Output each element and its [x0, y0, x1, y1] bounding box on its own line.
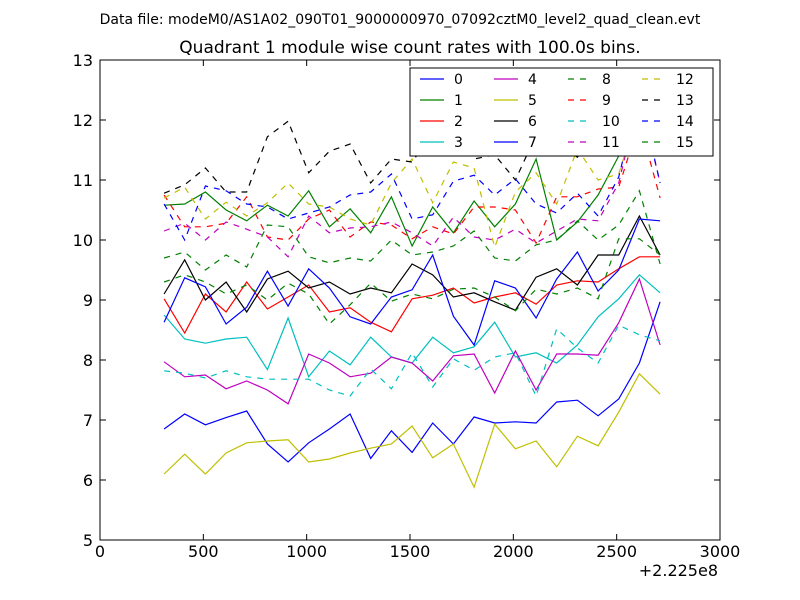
legend-label-4: 4	[528, 72, 537, 88]
series-line-10	[164, 324, 661, 398]
x-tick-label: 1500	[390, 542, 431, 561]
y-tick-label: 11	[73, 171, 93, 190]
series-line-14	[163, 92, 661, 242]
x-tick-label: 1000	[286, 542, 327, 561]
legend-label-8: 8	[602, 72, 611, 88]
series-line-11	[163, 95, 661, 258]
x-tick-label: 2000	[493, 542, 534, 561]
series-line-2	[163, 256, 661, 335]
series-line-15	[163, 238, 661, 325]
series-line-8	[163, 189, 661, 271]
y-tick-label: 10	[73, 231, 93, 250]
legend-label-2: 2	[454, 114, 463, 130]
legend-label-3: 3	[454, 135, 463, 151]
series-line-13	[163, 94, 661, 194]
series-line-7	[163, 218, 661, 347]
legend-box	[409, 67, 714, 157]
x-tick-label: 0	[95, 542, 105, 561]
legend-label-0: 0	[454, 72, 463, 88]
chart-title: Quadrant 1 module wise count rates with …	[179, 38, 640, 58]
y-tick-label: 8	[83, 351, 93, 370]
series-line-1	[164, 123, 661, 248]
series-line-9	[163, 119, 661, 245]
y-tick-label: 5	[83, 531, 93, 550]
series-line-0	[163, 301, 661, 463]
legend-label-12: 12	[676, 72, 694, 88]
legend-label-9: 9	[602, 93, 611, 109]
legend-label-15: 15	[676, 135, 694, 151]
legend-label-13: 13	[676, 93, 694, 109]
x-offset-label: +2.225e8	[639, 561, 718, 580]
y-tick-label: 7	[83, 411, 93, 430]
y-tick-label: 12	[73, 111, 93, 130]
x-tick-label: 3000	[700, 542, 741, 561]
figure-suptitle: Data file: modeM0/AS1A02_090T01_90000009…	[100, 12, 701, 28]
y-tick-label: 9	[83, 291, 93, 310]
x-tick-label: 500	[188, 542, 219, 561]
series-line-6	[163, 214, 661, 314]
series-layer	[163, 92, 661, 489]
legend-label-10: 10	[602, 114, 620, 130]
series-line-5	[163, 372, 661, 489]
legend-label-11: 11	[602, 135, 620, 151]
y-tick-label: 13	[73, 51, 93, 70]
series-line-4	[163, 277, 661, 405]
legend-label-7: 7	[528, 135, 537, 151]
legend-label-1: 1	[454, 93, 463, 109]
y-tick-label: 6	[83, 471, 93, 490]
x-tick-label: 2500	[596, 542, 637, 561]
legend-label-14: 14	[676, 114, 694, 130]
legend-label-5: 5	[528, 93, 537, 109]
legend-label-6: 6	[528, 114, 537, 130]
